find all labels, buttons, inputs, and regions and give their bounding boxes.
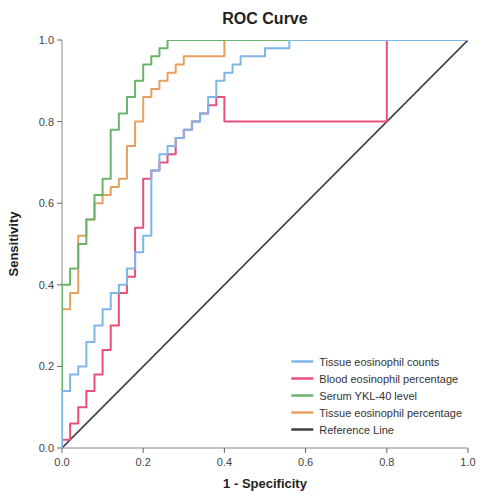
x-tick bbox=[386, 448, 387, 453]
y-axis-label: Sensitivity bbox=[6, 211, 21, 277]
title: ROC Curve bbox=[222, 10, 307, 27]
y-tick-label: 0.0 bbox=[39, 442, 54, 454]
x-tick-label: 0.8 bbox=[379, 456, 394, 468]
legend-swatch bbox=[291, 377, 313, 380]
y-tick-label: 0.6 bbox=[39, 197, 54, 209]
x-tick bbox=[305, 448, 306, 453]
x-tick bbox=[468, 448, 469, 453]
y-tick bbox=[57, 203, 62, 204]
axes: 0.0 0.2 0.4 0.6 0.8 1.0 0.0 0.2 0.4 0.6 0.8 1.0 bbox=[39, 34, 476, 468]
plot-area bbox=[62, 40, 468, 448]
y-tick-label: 0.8 bbox=[39, 116, 54, 128]
legend-swatch bbox=[291, 428, 313, 431]
chart: ROC Curve0.00.20.40.60.81.00.00.20.40.60… bbox=[0, 0, 484, 500]
y-tick bbox=[57, 284, 62, 285]
x-tick bbox=[143, 448, 144, 453]
legend-label: Tissue eosinophil percentage bbox=[319, 407, 462, 419]
y-tick bbox=[57, 366, 62, 367]
legend-swatch bbox=[291, 394, 313, 397]
x-tick-label: 1.0 bbox=[460, 456, 475, 468]
y-tick bbox=[57, 121, 62, 122]
x-tick-label: 0.4 bbox=[217, 456, 232, 468]
legend-swatch bbox=[291, 411, 313, 414]
x-axis-line bbox=[62, 448, 468, 449]
x-axis-label: 1 - Specificity bbox=[223, 476, 308, 491]
x-tick-label: 0.6 bbox=[298, 456, 313, 468]
x-tick-label: 0.2 bbox=[136, 456, 151, 468]
y-tick-label: 0.2 bbox=[39, 360, 54, 372]
legend-swatch bbox=[291, 360, 313, 363]
series-line bbox=[62, 40, 468, 448]
y-tick-label: 1.0 bbox=[39, 34, 54, 46]
y-tick-label: 0.4 bbox=[39, 279, 54, 291]
y-tick bbox=[57, 448, 62, 449]
series-line bbox=[62, 40, 468, 448]
legend-label: Tissue eosinophil counts bbox=[319, 356, 440, 368]
legend-label: Reference Line bbox=[319, 424, 394, 436]
legend-label: Blood eosinophil percentage bbox=[319, 373, 458, 385]
x-tick bbox=[62, 448, 63, 453]
legend: Tissue eosinophil counts Blood eosinophil… bbox=[291, 356, 462, 436]
x-tick-label: 0.0 bbox=[54, 456, 69, 468]
series-line bbox=[62, 40, 468, 448]
series-line bbox=[62, 40, 468, 448]
series-line bbox=[62, 40, 468, 448]
x-tick bbox=[224, 448, 225, 453]
y-tick bbox=[57, 40, 62, 41]
legend-label: Serum YKL-40 level bbox=[319, 390, 417, 402]
